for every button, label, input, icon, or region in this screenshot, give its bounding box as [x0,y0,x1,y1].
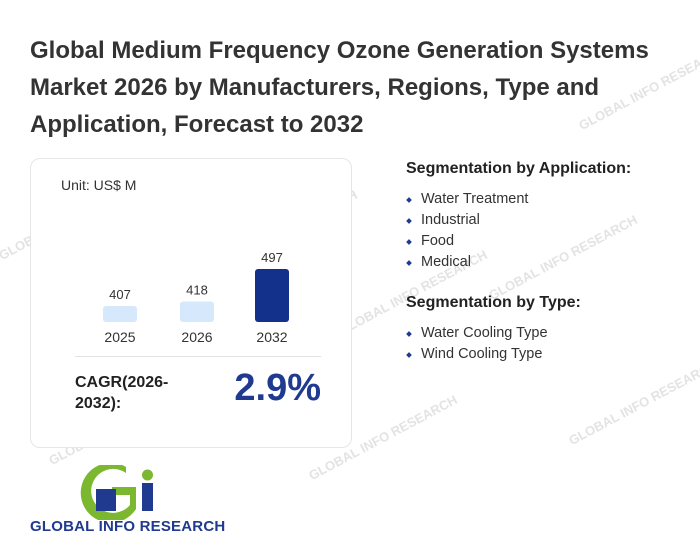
unit-label: Unit: US$ M [61,177,137,193]
bar-value-label: 418 [186,282,208,297]
list-item: Food [406,231,528,252]
bar-chart: 407 2025 418 2026 497 2032 [103,250,289,345]
cagr-label: CAGR(2026-2032): [75,374,169,412]
logo-mark [80,462,153,523]
cagr-value: 2.9% [234,367,321,409]
list-item-label: Wind Cooling Type [421,346,543,362]
bullet-icon [406,218,412,224]
list-item-label: Water Treatment [421,191,529,207]
list-item-label: Water Cooling Type [421,325,548,341]
bar-2026 [180,301,214,322]
type-segmentation-title: Segmentation by Type: [406,294,581,311]
list-item-label: Food [421,233,455,249]
bullet-icon [406,331,412,337]
x-tick-label: 2026 [181,329,212,345]
watermark-text: GLOBAL INFO RESEARCH [566,356,700,449]
logo-text: GLOBAL INFO RESEARCH [30,518,226,535]
bullet-icon [406,239,412,245]
bar-2032 [255,269,289,322]
x-tick-label: 2032 [256,329,287,345]
list-item: Water Treatment [406,189,528,210]
list-item: Water Cooling Type [406,323,548,344]
x-tick-label: 2025 [104,329,135,345]
bar-value-label: 407 [109,287,131,302]
bar-2025 [103,305,137,322]
list-item: Wind Cooling Type [406,344,548,365]
bullet-icon [406,260,412,266]
list-item-label: Industrial [421,212,480,228]
market-size-card: Unit: US$ M 407 2025 418 2026 497 2032 CAGR(2… [30,158,352,448]
type-list: Water Cooling Type Wind Cooling Type [406,323,548,365]
list-item: Medical [406,252,528,273]
application-list: Water Treatment Industrial Food Medical [406,189,528,273]
list-item: Industrial [406,210,528,231]
page-title: Global Medium Frequency Ozone Generation… [30,37,649,138]
bullet-icon [406,197,412,203]
application-segmentation-title: Segmentation by Application: [406,160,632,177]
company-logo: GLOBAL INFO RESEARCH [30,462,235,540]
list-item-label: Medical [421,254,471,270]
divider [75,356,321,357]
bullet-icon [406,352,412,358]
bar-value-label: 497 [261,250,283,265]
